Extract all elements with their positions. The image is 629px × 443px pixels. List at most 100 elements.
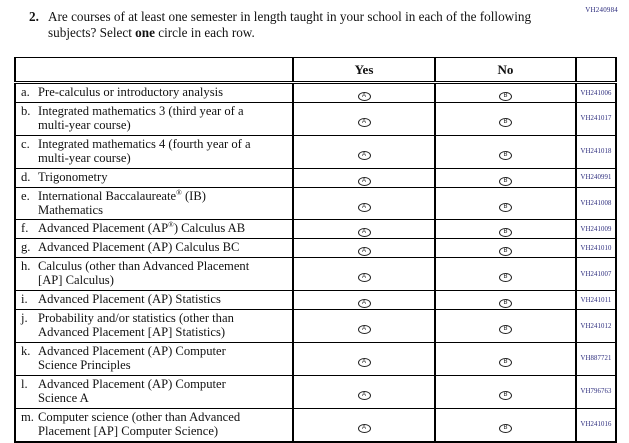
- no-option-oval[interactable]: B: [499, 176, 512, 186]
- course-label-cell: k. Advanced Placement (AP) Computer Scien…: [14, 342, 294, 376]
- courses-table: Yes No a. Pre-calculus or introductory an…: [14, 57, 617, 443]
- yes-option-oval[interactable]: A: [357, 247, 371, 257]
- course-name: Pre-calculus or introductory analysis: [38, 85, 224, 100]
- yes-option-oval[interactable]: A: [357, 357, 371, 367]
- item-code: VH241009: [575, 219, 617, 240]
- no-option-oval[interactable]: B: [499, 273, 512, 283]
- course-name: Advanced Placement (AP) Calculus BC: [38, 240, 240, 255]
- question-text-part1: Are courses of at least one semester in …: [48, 9, 532, 40]
- course-label-cell: f. Advanced Placement (AP®) Calculus AB: [14, 219, 294, 240]
- yes-cell: A: [292, 290, 436, 311]
- yes-option-oval[interactable]: A: [357, 150, 371, 160]
- no-cell: B: [434, 374, 577, 409]
- no-cell: B: [434, 290, 577, 311]
- accession-code: VH240984: [585, 6, 618, 14]
- course-label-cell: d. Trigonometry: [14, 167, 294, 188]
- no-option-oval[interactable]: B: [499, 150, 512, 160]
- no-option-oval[interactable]: B: [499, 390, 512, 400]
- item-code: VH241018: [575, 134, 617, 169]
- yes-cell: A: [292, 102, 436, 136]
- no-option-oval[interactable]: B: [499, 117, 512, 127]
- row-letter: i.: [21, 292, 28, 307]
- no-option-oval[interactable]: B: [499, 325, 512, 335]
- no-cell: B: [434, 238, 577, 259]
- column-header-no: No: [434, 57, 577, 84]
- item-code: VH796763: [575, 374, 617, 409]
- course-name: Advanced Placement (AP) Computer Science…: [38, 344, 226, 372]
- question-number: 2.: [29, 9, 39, 24]
- item-code: VH240991: [575, 167, 617, 188]
- course-name: Computer science (other than Advanced Pl…: [38, 409, 241, 438]
- row-letter: d.: [21, 169, 31, 184]
- course-label-cell: b. Integrated mathematics 3 (third year o…: [14, 102, 294, 136]
- course-label-cell: j. Probability and/or statistics (other t…: [14, 309, 294, 344]
- yes-option-oval[interactable]: A: [357, 228, 371, 238]
- row-letter: c.: [21, 136, 30, 151]
- item-code: VH241016: [575, 407, 617, 443]
- yes-cell: A: [292, 219, 436, 240]
- yes-cell: A: [292, 309, 436, 344]
- course-label-cell: a. Pre-calculus or introductory analysis: [14, 82, 294, 103]
- yes-option-oval[interactable]: A: [357, 202, 371, 212]
- question-block: 2. Are courses of at least one semester …: [29, 9, 559, 40]
- yes-cell: A: [292, 82, 436, 103]
- table-row: b. Integrated mathematics 3 (third year o…: [14, 102, 617, 136]
- question-text-part2: circle in each row.: [154, 24, 255, 40]
- no-option-oval[interactable]: B: [499, 202, 512, 212]
- course-label-cell: g. Advanced Placement (AP) Calculus BC: [14, 238, 294, 259]
- course-label-cell: i. Advanced Placement (AP) Statistics: [14, 290, 294, 311]
- item-code: VH241006: [575, 82, 617, 103]
- no-cell: B: [434, 257, 577, 292]
- course-name: Integrated mathematics 4 (fourth year of…: [38, 136, 251, 165]
- row-letter: k.: [21, 344, 31, 359]
- yes-cell: A: [292, 257, 436, 292]
- no-cell: B: [434, 186, 577, 221]
- yes-option-oval[interactable]: A: [357, 117, 371, 127]
- row-letter: a.: [21, 85, 30, 100]
- course-label-cell: e. International Baccalaureate® (IB) Math…: [14, 186, 294, 221]
- no-option-oval[interactable]: B: [499, 357, 512, 367]
- no-option-oval[interactable]: B: [499, 423, 512, 433]
- no-option-oval[interactable]: B: [499, 299, 512, 309]
- course-label-cell: h. Calculus (other than Advanced Placemen…: [14, 257, 294, 292]
- row-letter: b.: [21, 104, 31, 118]
- course-name: International Baccalaureate® (IB) Mathem…: [38, 187, 206, 217]
- yes-option-oval[interactable]: A: [357, 299, 371, 309]
- item-code: VH241008: [575, 186, 617, 221]
- yes-option-oval[interactable]: A: [357, 423, 371, 433]
- no-cell: B: [434, 309, 577, 344]
- no-option-oval[interactable]: B: [499, 92, 512, 101]
- yes-cell: A: [292, 186, 436, 221]
- course-name: Calculus (other than Advanced Placement …: [38, 259, 250, 288]
- table-row: h. Calculus (other than Advanced Placemen…: [14, 257, 617, 292]
- no-option-oval[interactable]: B: [499, 247, 512, 257]
- course-label-cell: m. Computer science (other than Advanced …: [14, 407, 294, 443]
- no-option-oval[interactable]: B: [499, 228, 512, 238]
- row-letter: g.: [21, 240, 31, 255]
- no-cell: B: [434, 167, 577, 188]
- no-cell: B: [434, 219, 577, 240]
- table-row: m. Computer science (other than Advanced …: [14, 407, 617, 443]
- yes-cell: A: [292, 407, 436, 443]
- item-code: VH241012: [575, 309, 617, 344]
- no-cell: B: [434, 134, 577, 169]
- no-cell: B: [434, 407, 577, 443]
- item-code: VH241011: [575, 290, 617, 311]
- row-letter: l.: [21, 376, 28, 391]
- header-cell-blank: [14, 57, 294, 84]
- table-row: c. Integrated mathematics 4 (fourth year …: [14, 134, 617, 169]
- no-cell: B: [434, 102, 577, 136]
- course-name: Advanced Placement (AP®) Calculus AB: [38, 220, 246, 236]
- item-code: VH887721: [575, 342, 617, 376]
- yes-option-oval[interactable]: A: [357, 390, 371, 400]
- yes-option-oval[interactable]: A: [357, 176, 371, 186]
- row-letter: h.: [21, 259, 31, 274]
- yes-option-oval[interactable]: A: [357, 325, 371, 335]
- course-name: Integrated mathematics 3 (third year of …: [38, 104, 244, 132]
- table-row: l. Advanced Placement (AP) Computer Scien…: [14, 374, 617, 409]
- yes-option-oval[interactable]: A: [357, 92, 371, 101]
- row-letter: m.: [21, 409, 34, 424]
- course-name: Probability and/or statistics (other tha…: [38, 311, 234, 340]
- yes-option-oval[interactable]: A: [357, 273, 371, 283]
- no-cell: B: [434, 342, 577, 376]
